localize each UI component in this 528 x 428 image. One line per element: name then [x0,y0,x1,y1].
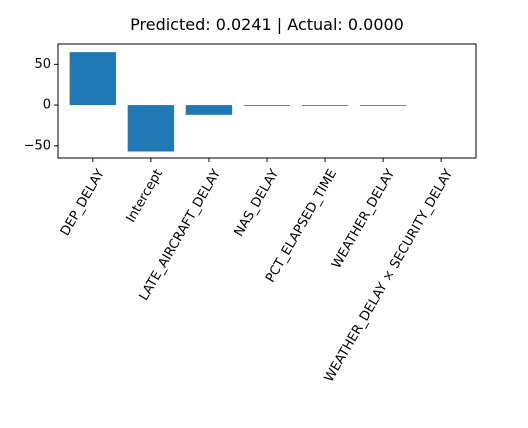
y-tick-label-1: 0 [43,98,51,113]
bars-layer [69,52,407,152]
x-tick-label-1: Intercept [124,167,166,225]
plot-frame [57,43,477,159]
bar-1 [127,105,175,152]
x-tick-label-6: WEATHER_DELAY × SECURITY_DELAY [322,167,457,385]
bar-2 [185,105,233,115]
x-tick-label-5: WEATHER_DELAY [329,167,398,272]
x-tick-label-3: NAS_DELAY [232,167,282,239]
bar-3 [243,105,291,106]
y-axis: −50 0 50 [24,57,58,153]
bar-5 [359,105,407,106]
bar-4 [301,105,349,106]
x-tick-label-0: DEP_DELAY [58,167,108,239]
bar-0 [69,52,117,106]
y-tick-label-2: 50 [34,57,51,72]
chart-title: Predicted: 0.0241 | Actual: 0.0000 [130,15,404,34]
y-tick-label-0: −50 [24,138,51,153]
